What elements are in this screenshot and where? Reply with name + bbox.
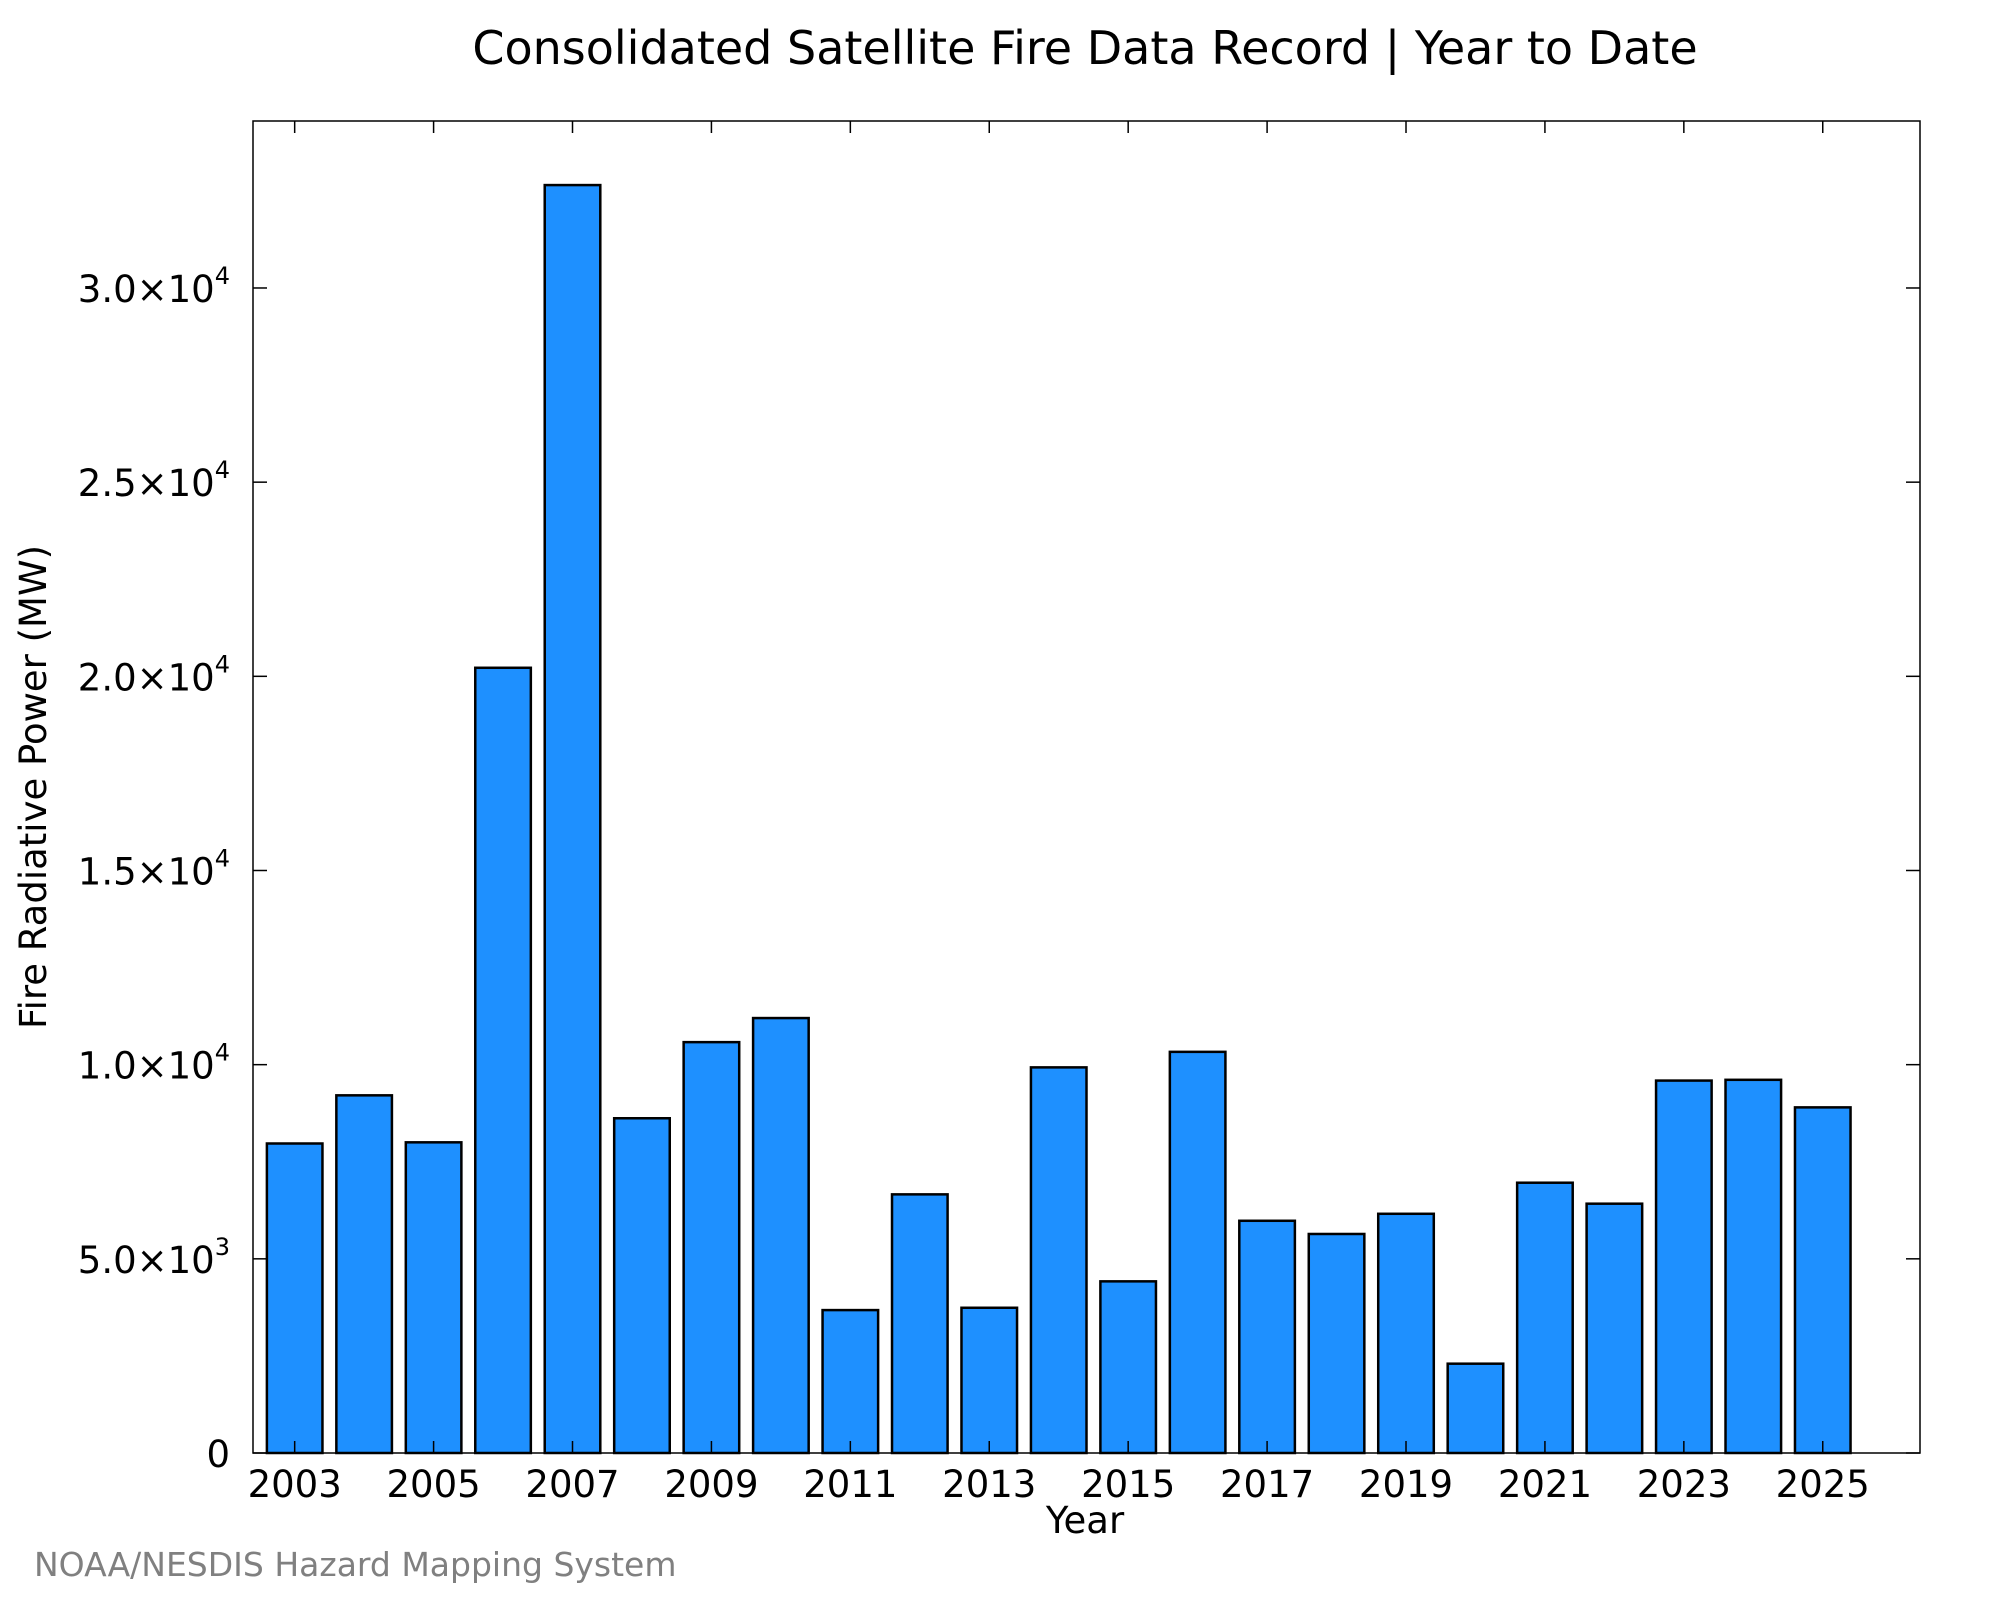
- x-tick-label: 2005: [387, 1463, 481, 1506]
- x-tick-label: 2023: [1637, 1463, 1731, 1506]
- bar-2024: [1724, 1078, 1783, 1455]
- y-tick-labels: 0 5.0×103 1.0×104 1.5×104 2.0×104 2.5×104 3.0×…: [78, 262, 230, 1476]
- bar-2025: [1793, 1106, 1852, 1455]
- bar-2012: [890, 1193, 949, 1455]
- x-tick-label: 2015: [1081, 1463, 1175, 1506]
- bar-2019: [1376, 1212, 1436, 1455]
- y-tick-label: 3.0×104: [78, 262, 230, 311]
- bar-2016: [1168, 1050, 1227, 1455]
- bar-2018: [1307, 1232, 1366, 1455]
- x-tick-label: 2007: [525, 1463, 619, 1506]
- bars-layer: [265, 183, 1852, 1455]
- bar-2020: [1446, 1362, 1505, 1455]
- x-tick-label: 2003: [248, 1463, 342, 1506]
- source-credit: NOAA/NESDIS Hazard Mapping System: [34, 1545, 677, 1584]
- x-tick-label: 2021: [1498, 1463, 1592, 1506]
- y-tick-label: 1.5×104: [78, 844, 230, 893]
- bar-2013: [960, 1306, 1019, 1455]
- bar-2010: [751, 1016, 810, 1455]
- bar-2015: [1099, 1280, 1158, 1455]
- x-tick-label: 2009: [664, 1463, 758, 1506]
- y-tick-label: 0: [206, 1433, 230, 1476]
- plot-area-frame: [252, 120, 1921, 1454]
- x-tick-label: 2017: [1220, 1463, 1314, 1506]
- axis-ticks: [253, 121, 1920, 1454]
- bar-2003: [265, 1142, 324, 1455]
- y-tick-label: 5.0×103: [78, 1233, 230, 1282]
- y-tick-label: 1.0×104: [78, 1039, 230, 1088]
- bar-2009: [682, 1040, 741, 1455]
- bar-2007: [543, 183, 602, 1455]
- bar-2023: [1654, 1079, 1713, 1455]
- bar-2011: [821, 1308, 880, 1455]
- chart-title: Consolidated Satellite Fire Data Record …: [472, 21, 1697, 76]
- y-tick-label: 2.0×104: [78, 650, 230, 699]
- x-tick-label: 2025: [1776, 1463, 1870, 1506]
- bar-2005: [404, 1141, 463, 1455]
- bar-2008: [612, 1117, 672, 1455]
- bar-2017: [1238, 1219, 1297, 1455]
- y-axis-label: Fire Radiative Power (MW): [12, 545, 55, 1029]
- bar-2004: [335, 1094, 394, 1455]
- x-tick-labels: 2003 2005 2007 2009 2011 2013 2015 2017 2019 2021…: [248, 1463, 1870, 1506]
- x-tick-label: 2011: [803, 1463, 897, 1506]
- y-tick-label: 2.5×104: [78, 456, 230, 505]
- x-tick-label: 2013: [942, 1463, 1036, 1506]
- x-tick-label: 2019: [1359, 1463, 1453, 1506]
- bar-2006: [474, 666, 533, 1455]
- bar-2014: [1029, 1066, 1088, 1455]
- bar-2021: [1515, 1181, 1574, 1455]
- x-axis-label: Year: [1045, 1499, 1125, 1542]
- bar-2022: [1585, 1202, 1644, 1455]
